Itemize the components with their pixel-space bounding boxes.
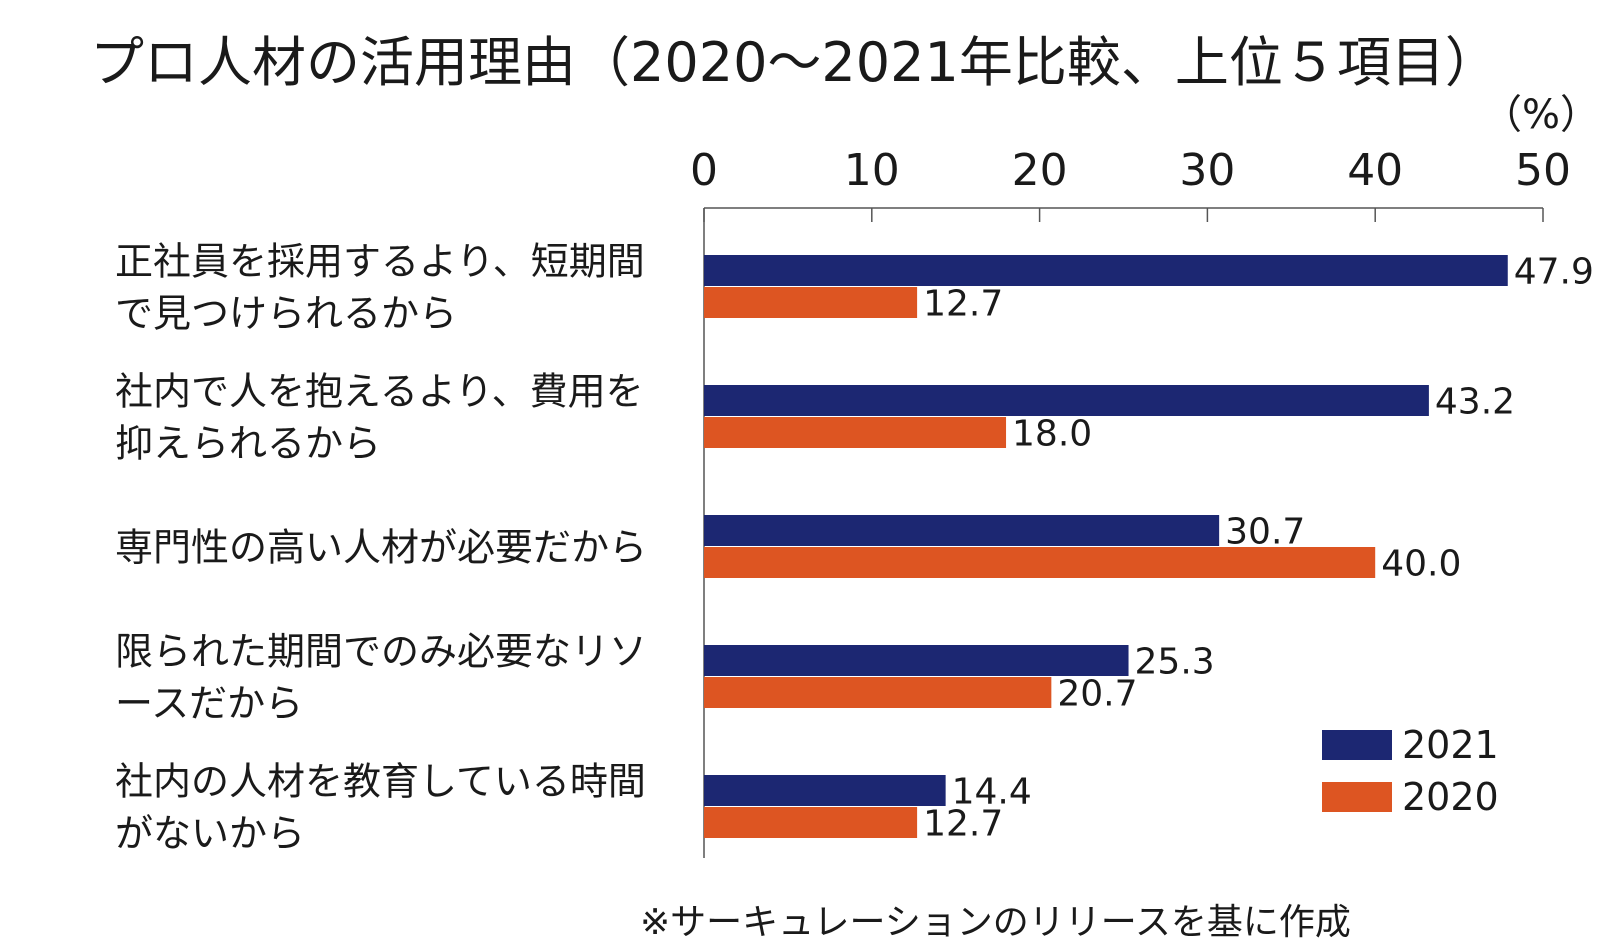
category-label-1: 正社員を採用するより、短期間 [115, 240, 645, 284]
bar-2021-5 [704, 775, 946, 806]
x-tick-label: 10 [844, 145, 900, 196]
data-label-2021-2: 43.2 [1435, 382, 1515, 423]
data-label-2021-1: 47.9 [1514, 252, 1594, 293]
category-label-1: で見つけられるから [115, 292, 457, 336]
bar-2021-1 [704, 255, 1508, 286]
bar-2020-3 [704, 547, 1376, 578]
data-label-2020-5: 12.7 [923, 804, 1003, 845]
legend-swatch-2020 [1322, 782, 1392, 812]
bar-2020-1 [704, 287, 918, 318]
x-tick-label: 50 [1515, 145, 1571, 196]
legend-label-2021: 2021 [1402, 723, 1499, 767]
x-tick-label: 30 [1179, 145, 1235, 196]
x-tick-label: 40 [1347, 145, 1403, 196]
chart-title: プロ人材の活用理由（2020～2021年比較、上位５項目） [90, 31, 1499, 94]
data-label-2021-3: 30.7 [1225, 512, 1305, 553]
x-tick-label: 20 [1012, 145, 1068, 196]
category-label-2: 抑えられるから [115, 422, 381, 466]
data-label-2021-5: 14.4 [952, 772, 1032, 813]
data-label-2020-3: 40.0 [1381, 544, 1461, 585]
data-label-2020-4: 20.7 [1057, 674, 1137, 715]
category-label-4: ースだから [115, 682, 303, 726]
bar-2020-2 [704, 417, 1007, 448]
bar-2021-3 [704, 515, 1220, 546]
source-note: ※サーキュレーションのリリースを基に作成 [640, 902, 1351, 943]
bar-2020-5 [704, 807, 918, 838]
category-label-2: 社内で人を抱えるより、費用を [115, 370, 644, 414]
legend-label-2020: 2020 [1402, 775, 1499, 819]
x-tick-label: 0 [690, 145, 718, 196]
data-label-2020-1: 12.7 [923, 284, 1003, 325]
category-label-5: がないから [115, 812, 305, 856]
bar-2021-4 [704, 645, 1129, 676]
category-label-3: 専門性の高い人材が必要だから [115, 526, 647, 570]
data-label-2020-2: 18.0 [1012, 414, 1092, 455]
unit-label: （%） [1482, 92, 1600, 138]
bar-2020-4 [704, 677, 1052, 708]
data-label-2021-4: 25.3 [1135, 642, 1215, 683]
bar-2021-2 [704, 385, 1429, 416]
category-label-4: 限られた期間でのみ必要なリソ [115, 630, 647, 674]
category-label-5: 社内の人材を教育している時間 [115, 760, 646, 804]
legend-swatch-2021 [1322, 730, 1392, 760]
